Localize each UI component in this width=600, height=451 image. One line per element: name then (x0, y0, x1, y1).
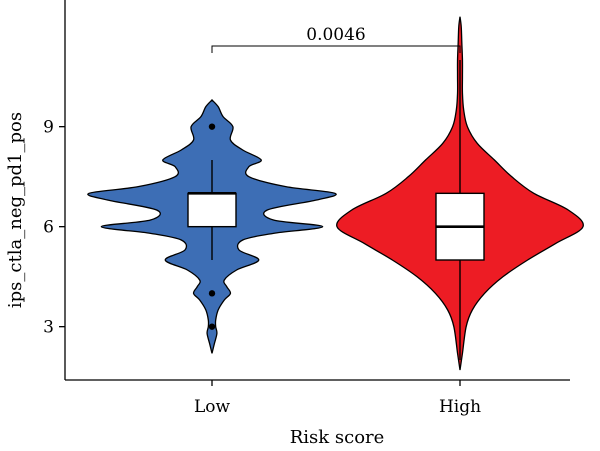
axes (64, 0, 570, 381)
box-low (187, 192, 237, 228)
p-value-label: 0.0046 (306, 25, 365, 45)
x-tick-label-high: High (439, 397, 481, 417)
bracket-line (211, 45, 461, 53)
plot-area (87, 16, 584, 371)
x-tick-label-low: Low (194, 397, 231, 417)
y-tick-label-9: 9 (43, 118, 54, 138)
ticks: Low High 3 6 9 (43, 118, 481, 417)
y-axis-title: ips_ctla_neg_pd1_pos (5, 112, 26, 308)
y-tick-label-3: 3 (43, 318, 54, 338)
outlier-low (208, 123, 216, 130)
outlier-low (208, 290, 216, 297)
outlier-low (208, 323, 216, 330)
x-axis-title: Risk score (290, 427, 385, 448)
significance-bracket: 0.0046 (211, 25, 461, 53)
y-tick-label-6: 6 (43, 218, 54, 238)
